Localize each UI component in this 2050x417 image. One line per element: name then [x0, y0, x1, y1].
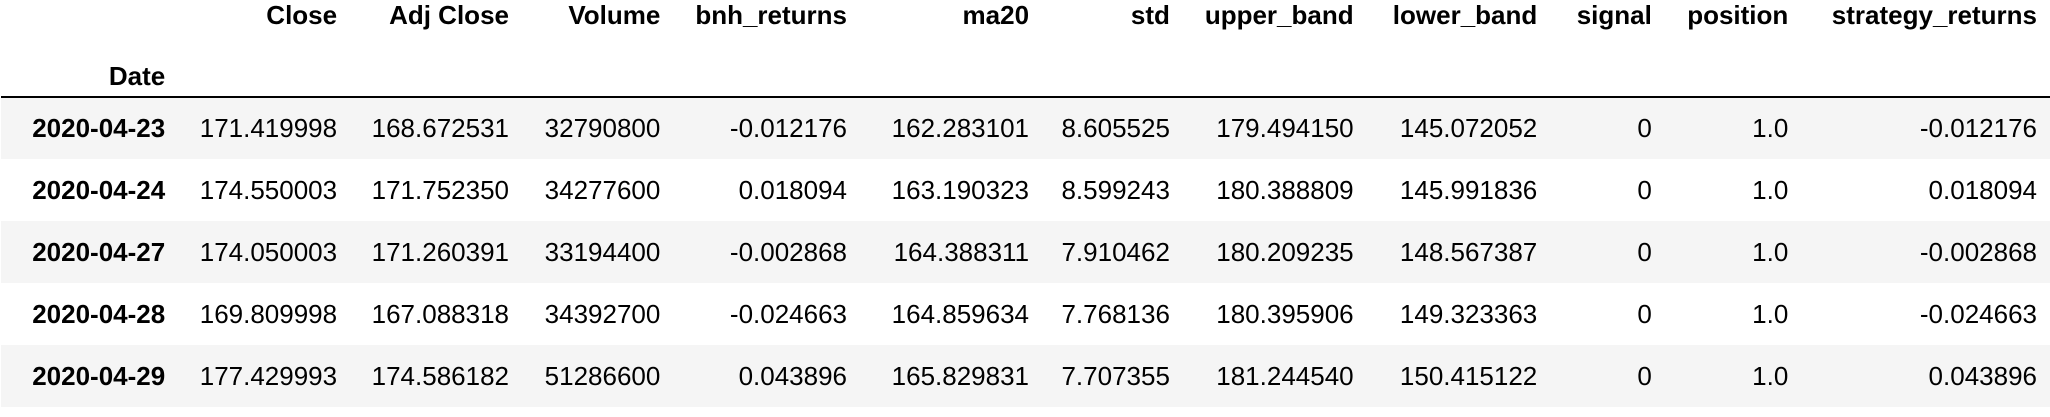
cell-strategy-returns: 0.043896 — [1928, 360, 2037, 391]
table-row: 2020-04-28 169.809998 167.088318 34392700 -0… — [1, 283, 2050, 345]
cell-signal: 0 — [1637, 236, 1652, 267]
table-row: 2020-04-27 174.050003 171.260391 33194400 -0… — [1, 221, 2050, 283]
table-row: 2020-04-29 177.429993 174.586182 51286600 0.… — [1, 345, 2050, 407]
column-header-signal: signal — [1576, 0, 1652, 30]
cell-std: 7.910462 — [1061, 236, 1170, 267]
row-index-date: 2020-04-27 — [32, 236, 166, 267]
index-row-blank — [522, 31, 673, 97]
column-header-volume: Volume — [568, 0, 661, 30]
cell-upper-band: 179.494150 — [1216, 113, 1354, 143]
column-header-lower-band: lower_band — [1392, 0, 1538, 30]
cell-upper-band: 180.388809 — [1216, 174, 1354, 205]
row-index-date: 2020-04-28 — [32, 298, 166, 329]
cell-signal: 0 — [1637, 298, 1652, 329]
cell-bnh-returns: -0.012176 — [729, 113, 848, 143]
cell-ma20: 162.283101 — [891, 113, 1030, 143]
table-body: 2020-04-23 171.419998 168.672531 32790800 -0… — [1, 97, 2050, 407]
dataframe-table: Close Adj Close Volume bnh_returns ma20 … — [1, 0, 2050, 407]
cell-ma20: 163.190323 — [891, 174, 1030, 205]
column-header-bnh-returns: bnh_returns — [695, 0, 848, 30]
cell-std: 7.707355 — [1061, 360, 1170, 391]
cell-bnh-returns: 0.043896 — [738, 360, 848, 391]
cell-adj-close: 167.088318 — [371, 298, 509, 329]
cell-signal: 0 — [1637, 113, 1652, 143]
cell-std: 8.605525 — [1061, 113, 1170, 143]
column-header-strategy-returns: strategy_returns — [1831, 0, 2037, 30]
column-header-ma20: ma20 — [962, 0, 1030, 30]
cell-strategy-returns: -0.012176 — [1919, 113, 2037, 143]
cell-volume: 34277600 — [544, 174, 661, 205]
cell-std: 7.768136 — [1061, 298, 1170, 329]
cell-signal: 0 — [1637, 174, 1652, 205]
index-row-blank — [673, 31, 860, 97]
cell-ma20: 164.859634 — [891, 298, 1030, 329]
cell-signal: 0 — [1637, 360, 1652, 391]
cell-close: 171.419998 — [199, 113, 338, 143]
table-header: Close Adj Close Volume bnh_returns ma20 … — [1, 0, 2050, 97]
index-name-row: Date — [1, 31, 2050, 97]
cell-lower-band: 145.991836 — [1399, 174, 1538, 205]
cell-position: 1.0 — [1752, 174, 1789, 205]
cell-strategy-returns: 0.018094 — [1928, 174, 2037, 205]
index-row-blank — [1550, 31, 1665, 97]
column-header-upper-band: upper_band — [1204, 0, 1354, 30]
cell-adj-close: 168.672531 — [371, 113, 509, 143]
cell-volume: 33194400 — [544, 236, 661, 267]
cell-close: 174.050003 — [199, 236, 338, 267]
cell-ma20: 165.829831 — [891, 360, 1030, 391]
index-row-blank — [860, 31, 1042, 97]
cell-volume: 34392700 — [544, 298, 661, 329]
row-index-date: 2020-04-29 — [32, 360, 166, 391]
cell-upper-band: 181.244540 — [1216, 360, 1354, 391]
cell-strategy-returns: -0.002868 — [1919, 236, 2037, 267]
index-row-blank — [178, 31, 350, 97]
cell-close: 169.809998 — [199, 298, 338, 329]
index-row-blank — [1801, 31, 2050, 97]
index-row-blank — [1183, 31, 1367, 97]
cell-lower-band: 150.415122 — [1399, 360, 1538, 391]
row-index-date: 2020-04-23 — [32, 113, 166, 143]
index-row-blank — [1042, 31, 1183, 97]
cell-ma20: 164.388311 — [893, 236, 1030, 267]
index-header-blank — [1, 0, 178, 31]
cell-bnh-returns: -0.024663 — [729, 298, 848, 329]
cell-adj-close: 171.260391 — [371, 236, 509, 267]
cell-position: 1.0 — [1752, 360, 1789, 391]
cell-bnh-returns: -0.002868 — [729, 236, 848, 267]
cell-upper-band: 180.209235 — [1216, 236, 1354, 267]
cell-position: 1.0 — [1752, 113, 1789, 143]
index-row-blank — [1367, 31, 1551, 97]
table-row: 2020-04-23 171.419998 168.672531 32790800 -0… — [1, 97, 2050, 159]
index-row-blank — [350, 31, 522, 97]
index-row-blank — [1665, 31, 1801, 97]
column-header-adj-close: Adj Close — [389, 0, 509, 30]
cell-bnh-returns: 0.018094 — [738, 174, 848, 205]
cell-volume: 51286600 — [544, 360, 661, 391]
cell-lower-band: 148.567387 — [1399, 236, 1538, 267]
cell-upper-band: 180.395906 — [1216, 298, 1354, 329]
cell-close: 177.429993 — [199, 360, 338, 391]
row-index-date: 2020-04-24 — [32, 174, 166, 205]
cell-volume: 32790800 — [544, 113, 661, 143]
index-name-date: Date — [108, 61, 166, 91]
column-header-close: Close — [266, 0, 338, 30]
column-header-std: std — [1130, 0, 1170, 30]
cell-std: 8.599243 — [1061, 174, 1170, 205]
cell-position: 1.0 — [1752, 236, 1789, 267]
cell-adj-close: 174.586182 — [371, 360, 509, 391]
cell-position: 1.0 — [1752, 298, 1789, 329]
cell-lower-band: 149.323363 — [1399, 298, 1538, 329]
table-row: 2020-04-24 174.550003 171.752350 34277600 0.… — [1, 159, 2050, 221]
column-header-position: position — [1687, 0, 1789, 30]
cell-lower-band: 145.072052 — [1399, 113, 1538, 143]
column-header-row: Close Adj Close Volume bnh_returns ma20 … — [1, 0, 2050, 31]
cell-strategy-returns: -0.024663 — [1919, 298, 2037, 329]
cell-close: 174.550003 — [199, 174, 338, 205]
cell-adj-close: 171.752350 — [371, 174, 509, 205]
